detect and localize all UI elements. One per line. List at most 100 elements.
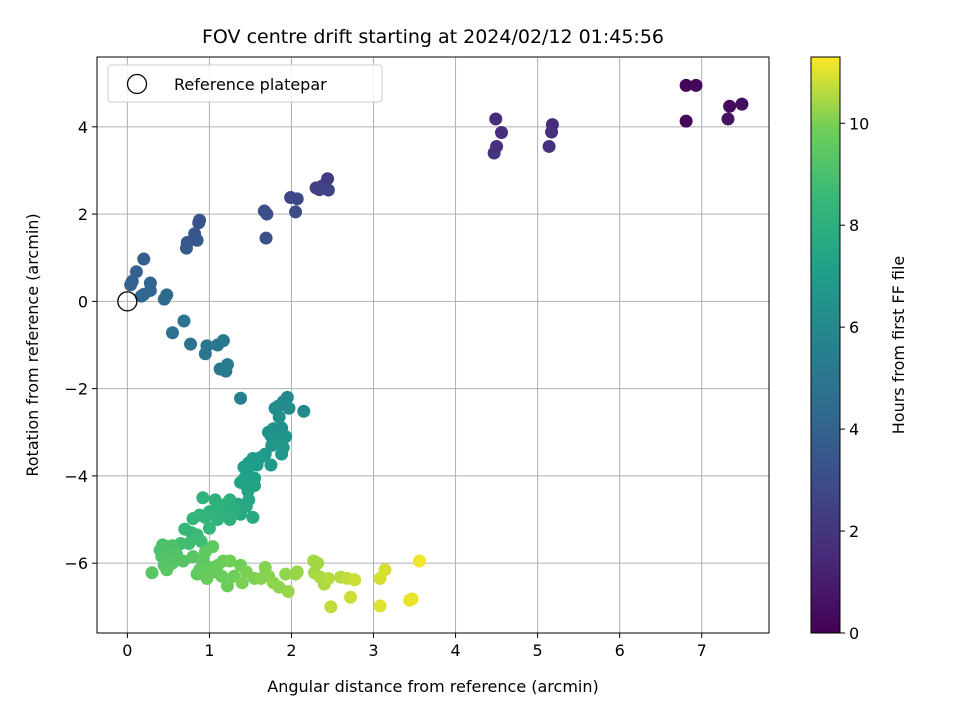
- reference-point-circle: [117, 291, 138, 312]
- scatter-point: [487, 146, 501, 160]
- scatter-point: [124, 278, 138, 292]
- colorbar: [810, 56, 841, 634]
- y-tick-label: 2: [78, 205, 88, 224]
- scatter-point: [378, 563, 392, 577]
- x-tick-label: 1: [204, 641, 214, 660]
- scatter-point: [246, 510, 260, 524]
- scatter-point: [344, 590, 358, 604]
- legend-box: [107, 64, 383, 103]
- scatter-point: [542, 139, 556, 153]
- scatter-point: [272, 410, 286, 424]
- y-tick-label: −6: [64, 554, 88, 573]
- x-axis-ticks: 0 1 2 3 4 5 6 7: [122, 633, 707, 660]
- x-tick-label: 4: [450, 641, 460, 660]
- chart-title: FOV centre drift starting at 2024/02/12 …: [202, 26, 664, 48]
- scatter-point: [215, 569, 229, 583]
- scatter-point: [279, 567, 293, 581]
- x-axis-label: Angular distance from reference (arcmin): [267, 677, 598, 696]
- scatter-point: [211, 513, 225, 527]
- x-tick-label: 7: [697, 641, 707, 660]
- scatter-point: [165, 326, 179, 340]
- colorbar-tick-label: 2: [849, 522, 859, 541]
- scatter-point: [206, 540, 220, 554]
- scatter-point: [235, 576, 249, 590]
- scatter-point: [177, 314, 191, 328]
- scatter-point: [186, 550, 200, 564]
- scatter-point: [723, 99, 737, 113]
- scatter-point: [721, 112, 735, 126]
- scatter-point: [192, 216, 206, 230]
- x-tick-label: 3: [368, 641, 378, 660]
- scatter-point: [190, 233, 204, 247]
- colorbar-tick-label: 8: [849, 216, 859, 235]
- scatter-point: [281, 585, 295, 599]
- y-tick-label: 0: [78, 292, 88, 311]
- scatter-point: [219, 364, 233, 378]
- scatter-point: [290, 192, 304, 206]
- y-tick-label: 4: [78, 118, 88, 137]
- scatter-point: [282, 401, 296, 415]
- scatter-point: [264, 458, 278, 472]
- colorbar-tick-label: 0: [849, 624, 859, 643]
- scatter-point: [735, 97, 749, 111]
- scatter-point: [259, 231, 273, 245]
- legend-label: Reference platepar: [174, 75, 327, 94]
- data-points: [124, 78, 749, 614]
- x-tick-label: 2: [286, 641, 296, 660]
- scatter-point: [223, 554, 237, 568]
- scatter-point: [324, 600, 338, 614]
- colorbar-label: Hours from first FF file: [889, 256, 908, 435]
- colorbar-ticks: 0 2 4 6 8 10: [840, 114, 869, 643]
- scatter-point: [186, 512, 200, 526]
- scatter-point: [405, 592, 419, 606]
- scatter-point: [679, 114, 693, 128]
- scatter-point: [198, 510, 212, 524]
- scatter-point: [216, 334, 230, 348]
- scatter-point: [250, 458, 264, 472]
- scatter-point: [184, 337, 198, 351]
- scatter-point: [137, 252, 151, 266]
- legend: Reference platepar: [107, 64, 383, 103]
- scatter-point: [194, 534, 208, 548]
- scatter-point: [182, 537, 196, 551]
- scatter-point: [137, 287, 151, 301]
- scatter-point: [290, 565, 304, 579]
- scatter-point: [412, 554, 426, 568]
- scatter-point: [160, 563, 174, 577]
- x-tick-label: 6: [615, 641, 625, 660]
- scatter-point: [220, 579, 234, 593]
- scatter-point: [223, 493, 237, 507]
- scatter-point: [321, 183, 335, 197]
- scatter-point: [157, 292, 171, 306]
- colorbar-tick-label: 4: [849, 420, 859, 439]
- scatter-point: [297, 404, 311, 418]
- scatter-point: [489, 112, 503, 126]
- scatter-point: [373, 599, 387, 613]
- grid-lines: [97, 57, 769, 633]
- y-axis-ticks: −6 −4 −2 0 2 4: [64, 118, 97, 573]
- scatter-point: [289, 205, 303, 219]
- scatter-point: [275, 447, 289, 461]
- y-tick-label: −2: [64, 380, 88, 399]
- colorbar-tick-label: 10: [849, 114, 869, 133]
- scatter-point: [196, 491, 210, 505]
- y-tick-label: −4: [64, 467, 88, 486]
- scatter-point: [279, 430, 293, 444]
- reference-marker: [117, 291, 138, 312]
- x-tick-label: 5: [533, 641, 543, 660]
- scatter-point: [145, 566, 159, 580]
- legend-marker-open-circle: [126, 73, 148, 95]
- scatter-point: [176, 554, 190, 568]
- scatter-point: [348, 573, 362, 587]
- scatter-point: [260, 207, 274, 221]
- scatter-point: [202, 521, 216, 535]
- scatter-point: [545, 125, 559, 139]
- scatter-point: [689, 78, 703, 92]
- colorbar-tick-label: 6: [849, 318, 859, 337]
- x-tick-label: 0: [122, 641, 132, 660]
- scatter-point: [679, 78, 693, 92]
- scatter-point: [179, 241, 193, 255]
- scatter-point: [321, 571, 335, 585]
- plot-frame: [96, 56, 770, 634]
